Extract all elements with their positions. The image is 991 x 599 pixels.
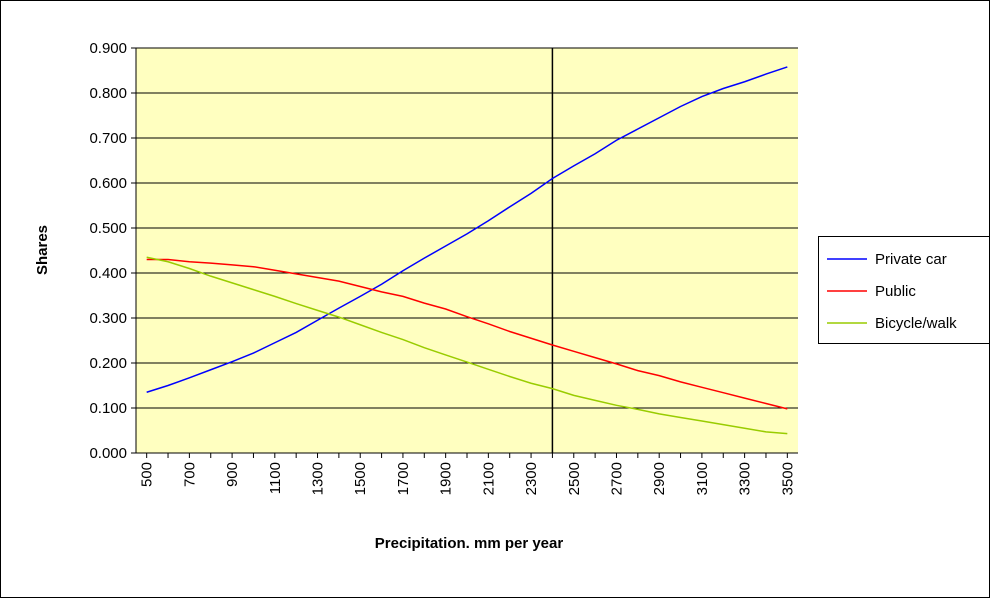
- y-tick-label: 0.200: [89, 355, 127, 372]
- x-tick-label: 1100: [267, 462, 284, 494]
- x-tick-label: 700: [181, 462, 198, 487]
- plot-area: [136, 48, 798, 453]
- series-line: [146, 256, 788, 435]
- x-tick-label: 3500: [779, 462, 796, 495]
- x-tick-label: 1900: [438, 462, 455, 495]
- x-tick-label: 2700: [608, 462, 625, 495]
- x-tick-label: 1300: [310, 462, 327, 495]
- y-tick-label: 0.500: [89, 220, 127, 237]
- x-tick-label: 500: [139, 462, 156, 487]
- y-tick-label: 0.600: [89, 175, 127, 192]
- x-tick-label: 1700: [395, 462, 412, 495]
- x-tick-label: 900: [224, 462, 241, 487]
- x-tick-label: 2100: [480, 462, 497, 495]
- x-tick-label: 1500: [352, 462, 369, 495]
- legend-label: Bicycle/walk: [875, 315, 957, 332]
- legend-label: Public: [875, 283, 916, 300]
- y-axis-label: Shares: [34, 225, 51, 275]
- x-tick-label: 3100: [694, 462, 711, 495]
- x-tick-label: 3300: [737, 462, 754, 495]
- series-line: [146, 66, 788, 393]
- x-tick-label: 2900: [651, 462, 668, 495]
- y-tick-label: 0.800: [89, 85, 127, 102]
- y-tick-label: 0.700: [89, 130, 127, 147]
- y-tick-label: 0.400: [89, 265, 127, 282]
- x-tick-label: 2500: [566, 462, 583, 495]
- y-tick-label: 0.300: [89, 310, 127, 327]
- y-tick-label: 0.000: [89, 445, 127, 462]
- x-axis-label: Precipitation. mm per year: [375, 535, 564, 552]
- y-tick-label: 0.100: [89, 400, 127, 417]
- series-line: [146, 258, 788, 410]
- x-tick-label: 2300: [523, 462, 540, 495]
- y-tick-label: 0.900: [89, 40, 127, 57]
- legend-label: Private car: [875, 251, 947, 268]
- legend: [818, 236, 990, 344]
